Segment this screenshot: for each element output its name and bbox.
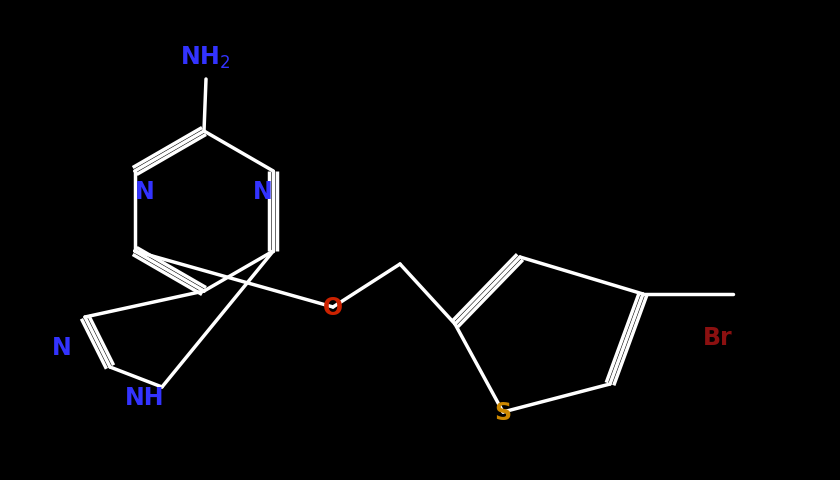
Text: O: O xyxy=(323,295,343,319)
Text: S: S xyxy=(495,400,512,424)
Text: NH$_2$: NH$_2$ xyxy=(180,45,230,71)
Text: N: N xyxy=(253,180,273,204)
Text: Br: Br xyxy=(703,325,732,349)
Text: N: N xyxy=(135,180,155,204)
Text: N: N xyxy=(52,336,72,359)
Text: NH: NH xyxy=(125,385,165,409)
